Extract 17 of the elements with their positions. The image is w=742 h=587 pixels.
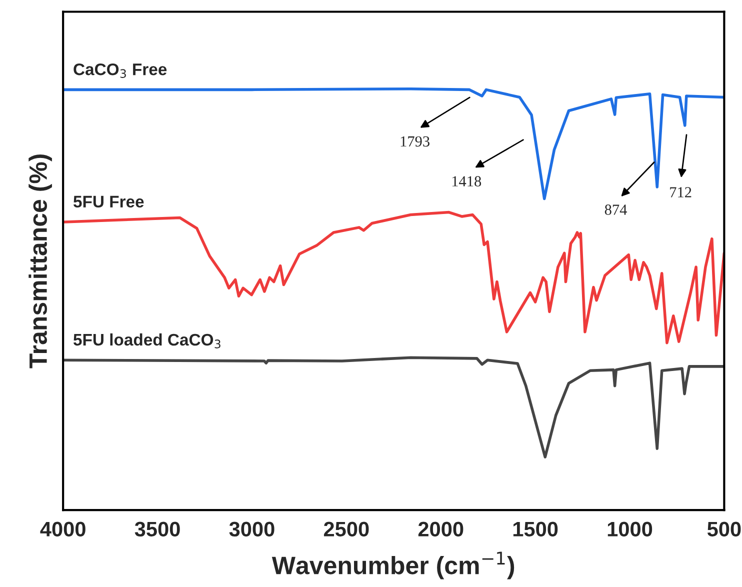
annotation: 712	[670, 187, 692, 198]
x-tick-label: 500	[707, 522, 741, 537]
annotation: 1418	[452, 176, 482, 186]
y-axis-title: Transmittance (%)	[28, 154, 52, 368]
x-tick-label: 1000	[608, 522, 652, 537]
x-tick-label: 2500	[324, 522, 369, 537]
series-label: 5FU Free	[74, 196, 144, 208]
series-label: 5FU loaded CaCO$_{3}$	[74, 333, 220, 348]
annotation: 1793	[400, 136, 430, 147]
x-tick-label: 3000	[229, 522, 274, 537]
x-tick-label: 4000	[40, 522, 86, 537]
annotation: 874	[604, 204, 627, 215]
x-tick-label: 1500	[513, 522, 558, 537]
x-tick-label: 3500	[134, 522, 180, 537]
x-axis-title: Wavenumber (cm$^{−1}$)	[272, 552, 514, 580]
x-tick-label: 2000	[418, 522, 464, 537]
series-label: CaCO$_{3}$ Free	[74, 63, 167, 78]
